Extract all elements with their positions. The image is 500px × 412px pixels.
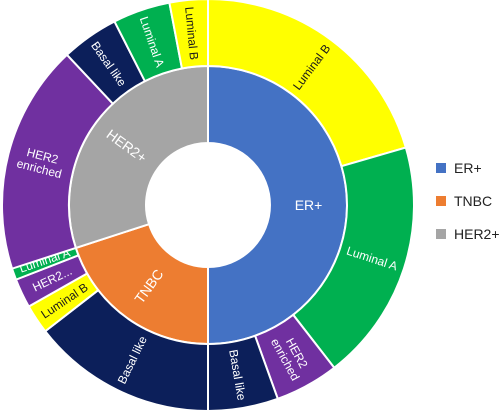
legend-swatch-tnbc: [436, 196, 446, 206]
legend-swatch-her2: [436, 229, 446, 239]
legend-item-her2: HER2+: [436, 224, 500, 244]
inner-label-er: ER+: [295, 197, 323, 213]
legend-label-tnbc: TNBC: [454, 193, 493, 209]
outer-slice-her2-luminal-b: [168, 0, 209, 70]
legend: ER+ TNBC HER2+: [436, 158, 500, 257]
outer-label-her2-luminal-b: Luminal B: [182, 6, 201, 60]
legend-item-er: ER+: [436, 158, 500, 178]
legend-label-her2: HER2+: [454, 226, 500, 242]
legend-swatch-er: [436, 163, 446, 173]
legend-item-tnbc: TNBC: [436, 191, 500, 211]
legend-label-er: ER+: [454, 160, 482, 176]
